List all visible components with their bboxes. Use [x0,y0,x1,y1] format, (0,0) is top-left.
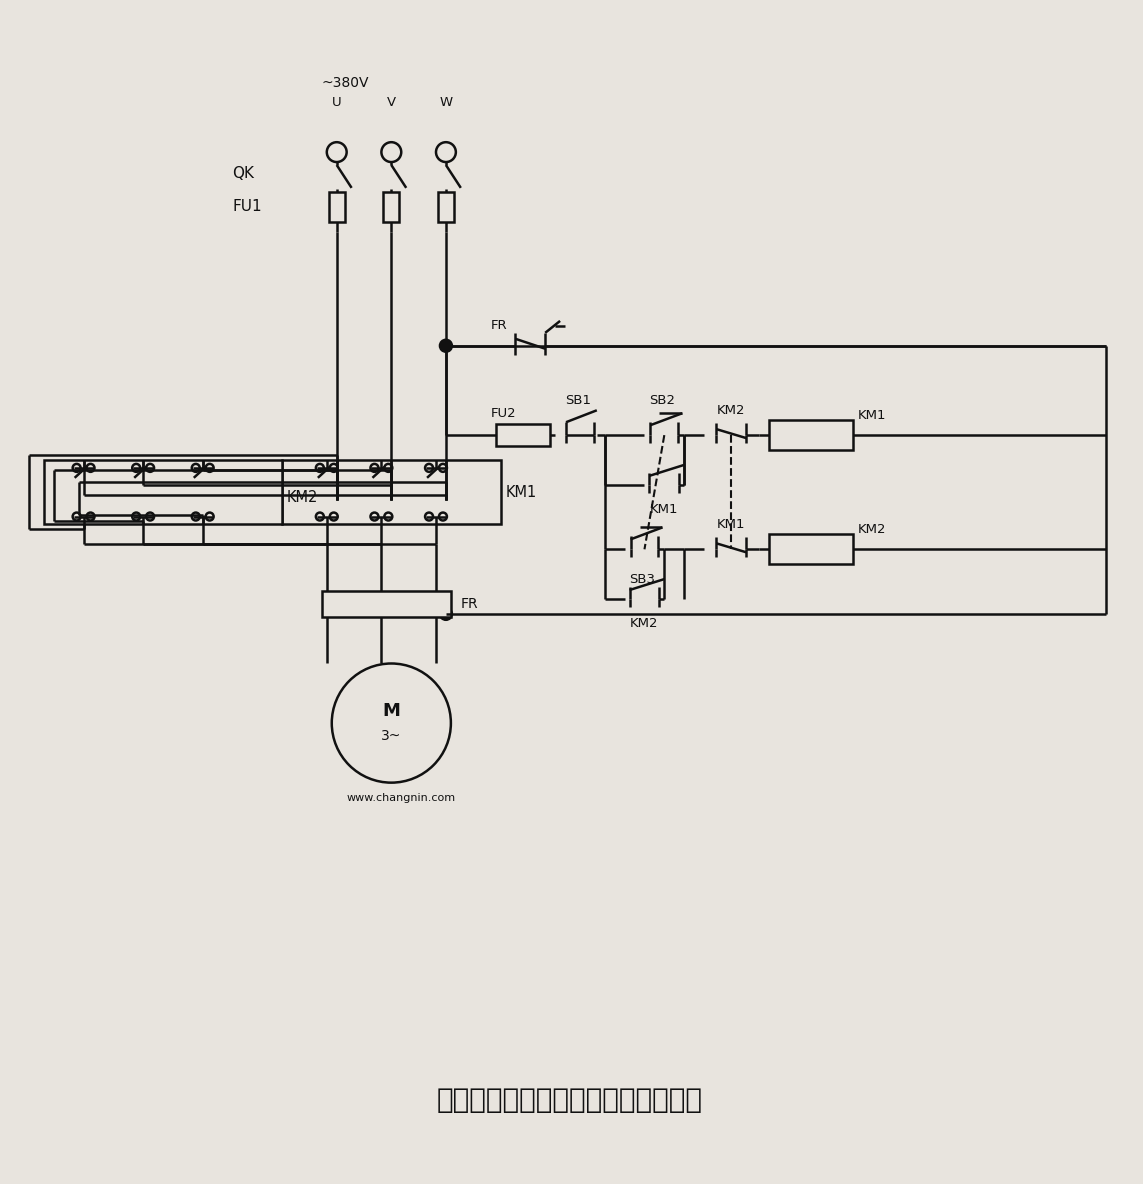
Circle shape [133,464,141,472]
Text: 3~: 3~ [381,729,401,744]
Text: KM2: KM2 [630,617,658,630]
Text: V: V [386,96,395,109]
Circle shape [330,464,337,472]
Text: SB2: SB2 [649,394,676,407]
Text: www.changnin.com: www.changnin.com [346,792,456,803]
Circle shape [206,513,214,521]
Text: KM1: KM1 [717,517,745,530]
Bar [282,459,501,525]
Circle shape [192,513,200,521]
Text: 三相异步电动机的双重互锁控制电路: 三相异步电动机的双重互锁控制电路 [437,1087,703,1114]
Circle shape [370,513,378,521]
Bar [322,591,450,617]
Circle shape [133,513,141,521]
Bar [496,424,550,446]
Circle shape [435,142,456,162]
Text: QK: QK [232,167,255,181]
Circle shape [384,513,392,521]
Text: KM2: KM2 [858,523,887,536]
Circle shape [439,464,447,472]
Circle shape [440,607,451,619]
Bar [768,420,853,450]
Bar [438,192,454,221]
Circle shape [331,663,450,783]
Text: FU2: FU2 [490,407,517,420]
Text: FR: FR [461,597,479,611]
Text: KM1: KM1 [505,484,537,500]
Circle shape [370,464,378,472]
Circle shape [73,464,81,472]
Circle shape [327,142,346,162]
Circle shape [425,513,433,521]
Circle shape [440,340,451,352]
Text: U: U [331,96,342,109]
Circle shape [87,464,95,472]
Text: M: M [383,702,400,720]
Text: W: W [439,96,453,109]
Text: KM1: KM1 [858,408,887,422]
Circle shape [384,464,392,472]
Text: SB3: SB3 [630,573,656,586]
Circle shape [382,142,401,162]
Text: FU1: FU1 [232,199,262,214]
Bar [768,534,853,565]
Circle shape [87,513,95,521]
Text: SB1: SB1 [565,394,591,407]
Circle shape [73,513,81,521]
Bar [383,192,399,221]
Circle shape [315,464,323,472]
Circle shape [439,513,447,521]
Text: FR: FR [490,320,507,333]
Circle shape [146,513,154,521]
Bar [43,459,282,525]
Bar [329,192,345,221]
Text: KM1: KM1 [649,503,678,516]
Circle shape [206,464,214,472]
Circle shape [330,513,337,521]
Text: ~380V: ~380V [322,76,369,90]
Circle shape [315,513,323,521]
Text: KM2: KM2 [717,404,745,417]
Circle shape [146,464,154,472]
Circle shape [192,464,200,472]
Circle shape [425,464,433,472]
Text: KM2: KM2 [287,490,319,504]
